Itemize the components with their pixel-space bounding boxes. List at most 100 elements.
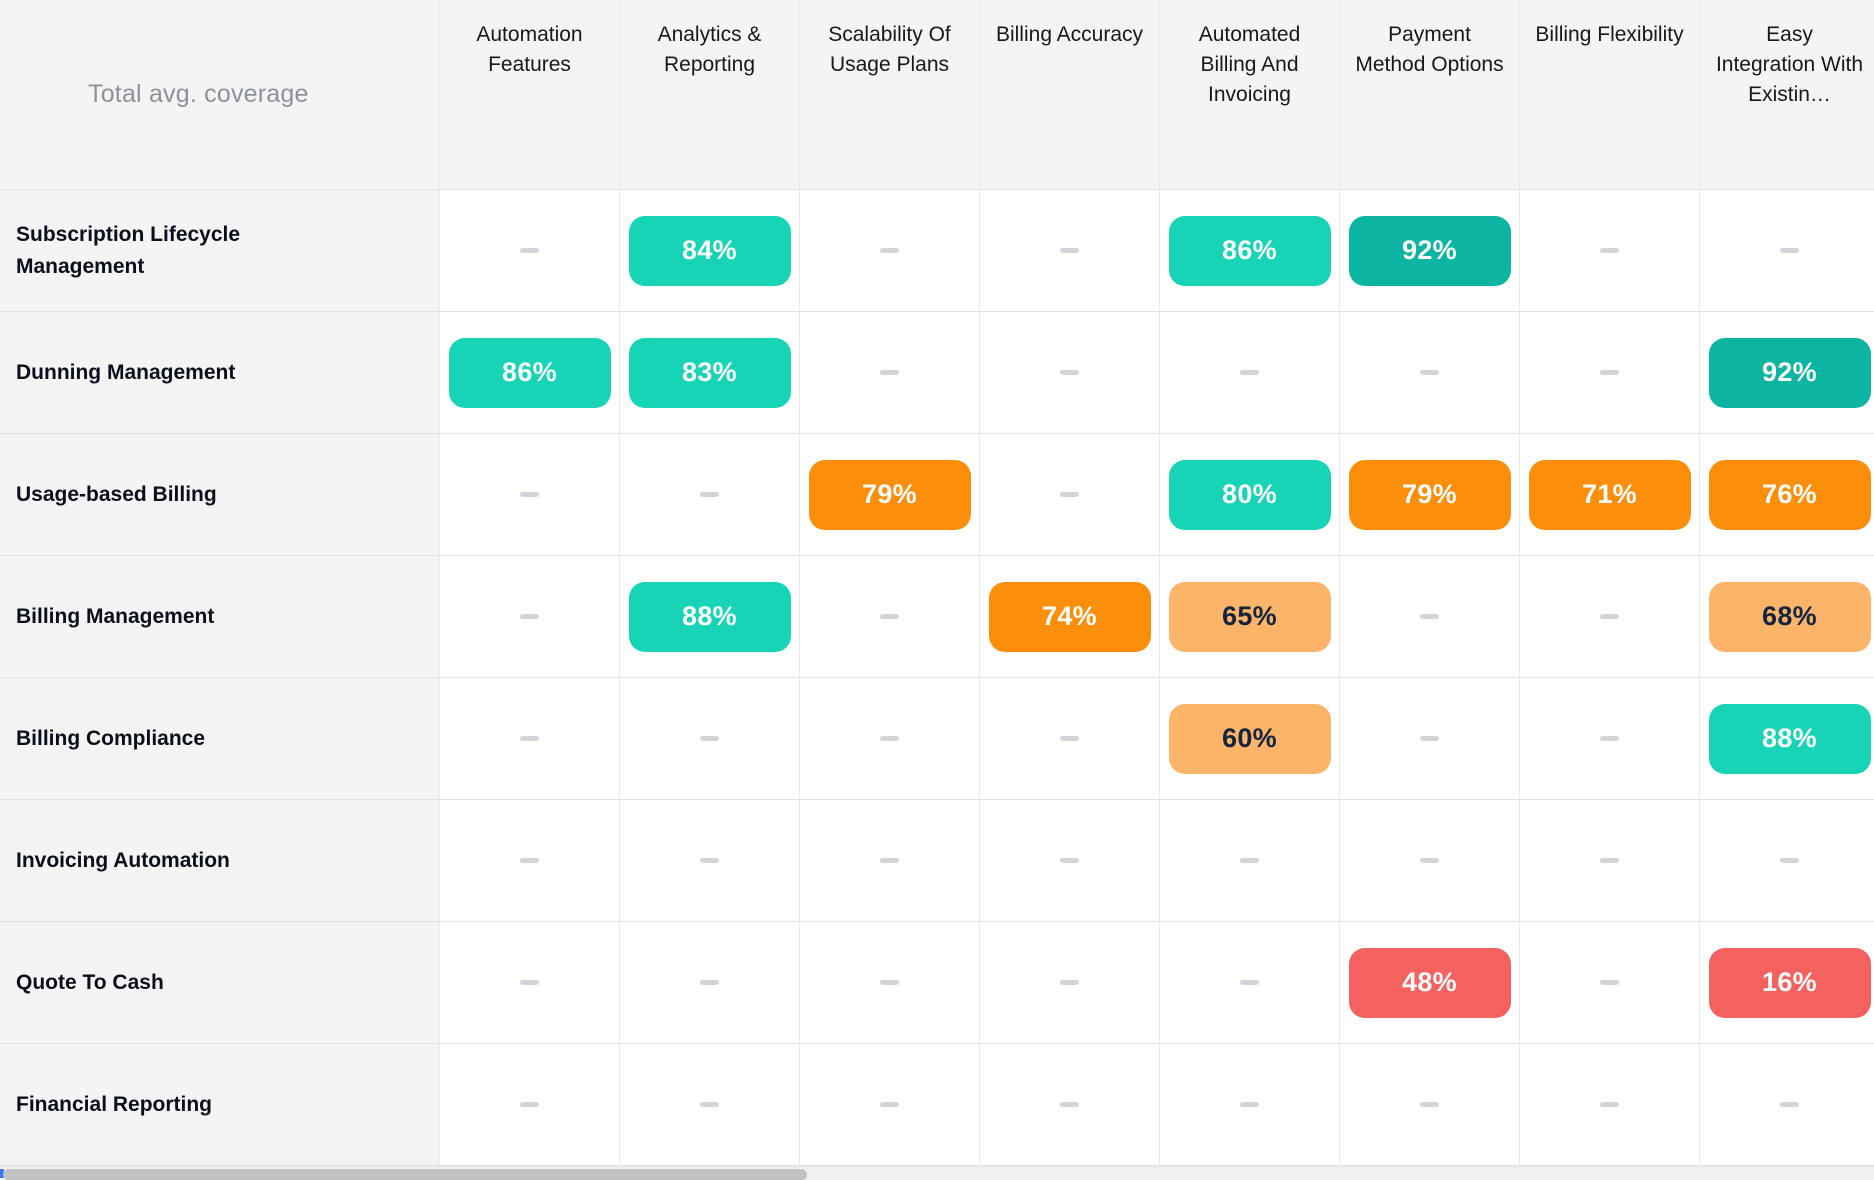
matrix-cell: 88%: [1700, 678, 1874, 800]
empty-cell-dash: [1600, 980, 1619, 985]
matrix-cell: 80%: [1160, 434, 1340, 556]
column-header-3: Scalability Of Usage Plans: [800, 0, 980, 190]
matrix-cell: [800, 556, 980, 678]
empty-cell-dash: [700, 492, 719, 497]
empty-cell-dash: [1420, 736, 1439, 741]
matrix-cell: [1700, 1044, 1874, 1166]
empty-cell-dash: [1780, 1102, 1799, 1107]
coverage-badge[interactable]: 68%: [1708, 581, 1871, 652]
empty-cell-dash: [880, 614, 899, 619]
empty-cell-dash: [1240, 1102, 1259, 1107]
matrix-cell: [440, 434, 620, 556]
matrix-cell: 65%: [1160, 556, 1340, 678]
column-header-label: Easy Integration With Existin…: [1715, 23, 1864, 106]
coverage-badge[interactable]: 88%: [628, 581, 791, 652]
matrix-cell: [980, 434, 1160, 556]
matrix-cell: [440, 1044, 620, 1166]
empty-cell-dash: [1240, 858, 1259, 863]
matrix-cell: 86%: [1160, 190, 1340, 312]
empty-cell-dash: [520, 736, 539, 741]
matrix-cell: [1160, 800, 1340, 922]
matrix-cell: [620, 800, 800, 922]
row-label: Financial Reporting: [0, 1044, 440, 1166]
coverage-badge[interactable]: 65%: [1168, 581, 1331, 652]
matrix-cell: [800, 678, 980, 800]
matrix-cell: [800, 190, 980, 312]
empty-cell-dash: [1240, 370, 1259, 375]
empty-cell-dash: [880, 248, 899, 253]
coverage-badge[interactable]: 76%: [1708, 459, 1871, 530]
empty-cell-dash: [1420, 614, 1439, 619]
matrix-cell: [1520, 922, 1700, 1044]
empty-cell-dash: [1600, 614, 1619, 619]
column-header-label: Payment Method Options: [1355, 23, 1504, 76]
matrix-cell: [1340, 1044, 1520, 1166]
matrix-cell: [1340, 678, 1520, 800]
column-header-label: Automated Billing And Invoicing: [1198, 23, 1301, 106]
matrix-cell: 76%: [1700, 434, 1874, 556]
empty-cell-dash: [1060, 980, 1079, 985]
coverage-badge[interactable]: 83%: [628, 337, 791, 408]
empty-cell-dash: [520, 614, 539, 619]
matrix-cell: [1520, 1044, 1700, 1166]
matrix-cell: 60%: [1160, 678, 1340, 800]
empty-cell-dash: [520, 1102, 539, 1107]
coverage-badge[interactable]: 71%: [1528, 459, 1691, 530]
coverage-badge[interactable]: 84%: [628, 215, 791, 286]
empty-cell-dash: [1780, 248, 1799, 253]
empty-cell-dash: [1600, 1102, 1619, 1107]
row-label-text: Billing Management: [16, 604, 215, 628]
coverage-badge[interactable]: 92%: [1708, 337, 1871, 408]
empty-cell-dash: [700, 1102, 719, 1107]
matrix-cell: [620, 434, 800, 556]
coverage-badge[interactable]: 74%: [988, 581, 1151, 652]
matrix-cell: [980, 678, 1160, 800]
coverage-badge[interactable]: 86%: [1168, 215, 1331, 286]
empty-cell-dash: [880, 858, 899, 863]
coverage-badge[interactable]: 16%: [1708, 947, 1871, 1018]
coverage-badge[interactable]: 48%: [1348, 947, 1511, 1018]
horizontal-scrollbar[interactable]: [0, 1166, 1874, 1180]
coverage-badge[interactable]: 80%: [1168, 459, 1331, 530]
empty-cell-dash: [520, 858, 539, 863]
empty-cell-dash: [880, 736, 899, 741]
matrix-cell: 83%: [620, 312, 800, 434]
matrix-cell: [1700, 190, 1874, 312]
coverage-badge[interactable]: 60%: [1168, 703, 1331, 774]
matrix-cell: [1520, 678, 1700, 800]
matrix-cell: 74%: [980, 556, 1160, 678]
row-label: Invoicing Automation: [0, 800, 440, 922]
coverage-badge[interactable]: 88%: [1708, 703, 1871, 774]
row-label-text: Financial Reporting: [16, 1092, 213, 1116]
matrix-cell: [1340, 556, 1520, 678]
matrix-cell: [1520, 556, 1700, 678]
corner-cell: Total avg. coverage: [0, 0, 440, 190]
row-label-text: Dunning Management: [16, 360, 236, 384]
coverage-badge[interactable]: 92%: [1348, 215, 1511, 286]
matrix-cell: [440, 556, 620, 678]
empty-cell-dash: [1060, 248, 1079, 253]
coverage-badge[interactable]: 79%: [1348, 459, 1511, 530]
empty-cell-dash: [880, 1102, 899, 1107]
coverage-badge[interactable]: 86%: [448, 337, 611, 408]
matrix-cell: [620, 678, 800, 800]
matrix-cell: [620, 922, 800, 1044]
matrix-cell: 48%: [1340, 922, 1520, 1044]
matrix-cell: 71%: [1520, 434, 1700, 556]
row-label-text: Usage-based Billing: [16, 482, 217, 506]
scrollbar-thumb[interactable]: [3, 1169, 807, 1180]
empty-cell-dash: [700, 858, 719, 863]
column-header-2: Analytics & Reporting: [620, 0, 800, 190]
matrix-cell: [800, 922, 980, 1044]
matrix-cell: [440, 800, 620, 922]
empty-cell-dash: [880, 980, 899, 985]
coverage-badge[interactable]: 79%: [808, 459, 971, 530]
matrix-cell: [980, 312, 1160, 434]
matrix-cell: 84%: [620, 190, 800, 312]
column-header-label: Analytics & Reporting: [657, 23, 762, 76]
scroll-left-marker: [0, 1169, 4, 1178]
empty-cell-dash: [520, 248, 539, 253]
column-header-1: Automation Features: [440, 0, 620, 190]
row-label: Billing Management: [0, 556, 440, 678]
matrix-cell: [1160, 922, 1340, 1044]
